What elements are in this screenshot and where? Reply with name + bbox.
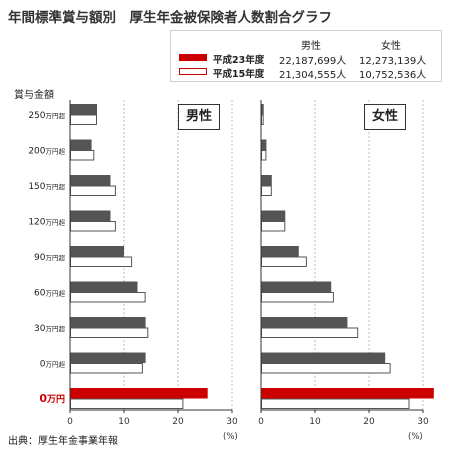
bar-female-h23-8 [261, 388, 434, 399]
bar-male-h15-0 [70, 114, 97, 125]
source-note: 出典：厚生年金事業年報 [8, 436, 118, 447]
legend-header-female: 女性 [381, 41, 401, 52]
bar-female-h15-1 [261, 150, 267, 161]
bar-male-h15-5 [70, 292, 146, 303]
bar-male-h15-4 [70, 256, 133, 267]
legend-row-h23: 平成23年度 22,187,699人 12,273,139人 [171, 51, 441, 67]
bar-male-h23-6 [70, 317, 146, 328]
category-label-3: 120万円超 [28, 218, 65, 228]
bar-female-h15-7 [261, 363, 391, 374]
y-axis-label: 賞与金額 [14, 90, 54, 101]
legend-female-h15: 10,752,536人 [359, 70, 427, 81]
bar-male-h15-1 [70, 150, 95, 161]
x-tick-label-male-20: 20 [172, 417, 184, 427]
bar-male-h15-8 [70, 398, 184, 409]
legend-female-h23: 12,273,139人 [359, 56, 427, 67]
legend-header-male: 男性 [301, 41, 321, 52]
category-label-8: 0万円 [39, 392, 65, 405]
panel-title-male: 男性 [178, 104, 220, 130]
bar-female-h15-4 [261, 256, 307, 267]
panel-title-female: 女性 [364, 104, 406, 130]
bar-male-h23-1 [70, 139, 92, 150]
category-label-2: 150万円超 [28, 182, 65, 192]
bar-female-h15-8 [261, 398, 410, 409]
legend-male-h15: 21,304,555人 [279, 70, 347, 81]
x-unit-female: (%) [408, 432, 423, 442]
bar-female-h15-5 [261, 292, 334, 303]
category-label-5: 60万円超 [34, 289, 65, 299]
bar-male-h23-8 [70, 388, 208, 399]
category-label-4: 90万円超 [34, 253, 65, 263]
bar-female-h15-3 [261, 221, 286, 232]
category-label-7: 0万円超 [40, 360, 66, 370]
bar-female-h23-1 [261, 139, 267, 150]
legend: 男性 女性 平成23年度 22,187,699人 12,273,139人 平成1… [170, 30, 442, 82]
chart-title: 年間標準賞与額別 厚生年金被保険者人数割合グラフ [8, 10, 332, 26]
x-tick-label-male-10: 10 [118, 417, 130, 427]
bar-male-h23-2 [70, 175, 111, 186]
x-tick-label-male-0: 0 [67, 417, 73, 427]
legend-swatch-h23 [179, 54, 207, 61]
bar-male-h15-6 [70, 327, 149, 338]
legend-row-h15: 平成15年度 21,304,555人 10,752,536人 [171, 65, 441, 81]
bar-female-h23-2 [261, 175, 272, 186]
bar-male-h15-7 [70, 363, 143, 374]
legend-label-h23: 平成23年度 [213, 55, 265, 66]
x-tick-label-male-30: 30 [226, 417, 238, 427]
legend-swatch-h15 [179, 68, 207, 75]
legend-label-h15: 平成15年度 [213, 69, 265, 80]
bar-male-h23-7 [70, 352, 146, 363]
x-tick-label-female-10: 10 [309, 417, 321, 427]
category-label-0: 250万円超 [28, 111, 65, 121]
bar-female-h15-2 [261, 185, 272, 196]
x-tick-label-female-0: 0 [258, 417, 264, 427]
category-label-1: 200万円超 [28, 147, 65, 157]
bar-female-h23-5 [261, 281, 332, 292]
bar-male-h15-3 [70, 221, 116, 232]
bar-female-h23-3 [261, 210, 286, 221]
bar-female-h23-4 [261, 246, 299, 257]
bar-male-h23-3 [70, 210, 111, 221]
bar-female-h23-7 [261, 352, 386, 363]
bar-male-h23-4 [70, 246, 124, 257]
x-tick-label-female-30: 30 [417, 417, 429, 427]
bar-female-h15-0 [261, 114, 264, 125]
bar-female-h15-6 [261, 327, 359, 338]
bar-female-h23-0 [261, 104, 264, 115]
legend-male-h23: 22,187,699人 [279, 56, 347, 67]
bar-male-h23-0 [70, 104, 97, 115]
bar-female-h23-6 [261, 317, 348, 328]
bar-male-h23-5 [70, 281, 138, 292]
x-tick-label-female-20: 20 [363, 417, 375, 427]
category-label-6: 30万円超 [34, 324, 65, 334]
x-unit-male: (%) [223, 432, 238, 442]
bar-male-h15-2 [70, 185, 116, 196]
